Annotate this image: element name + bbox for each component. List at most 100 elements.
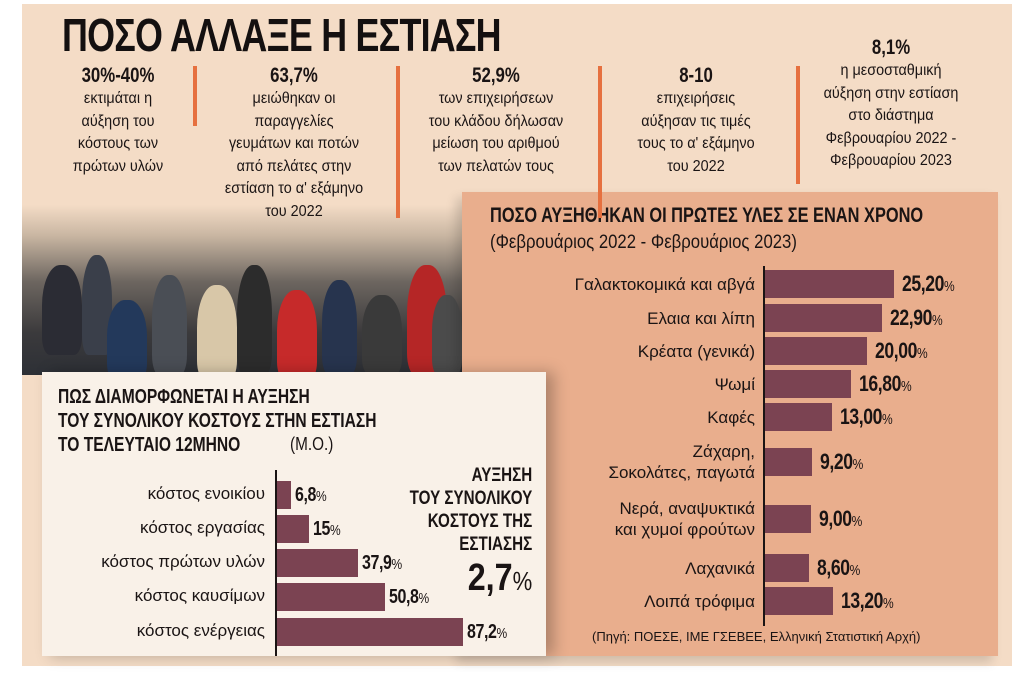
stat-item: 63,7% μειώθηκαν οι παραγγελίες γευμάτων και… xyxy=(194,64,394,223)
value-unit: % xyxy=(882,595,894,612)
stat-text: κόστους των xyxy=(77,135,159,152)
bar-label-line: Νερά, αναψυκτικά xyxy=(619,499,756,518)
bar xyxy=(765,370,852,398)
stat-value: 63,7% xyxy=(270,64,318,87)
value-number: 13,00 xyxy=(839,404,882,429)
stat-text: των πελατών τους xyxy=(438,157,554,175)
bar-label: Καφές xyxy=(707,407,755,428)
bar-label: Ζάχαρη, Σοκολάτες, παγωτά xyxy=(608,441,755,483)
stat-value: 52,9% xyxy=(472,64,520,87)
stat-text: στο διάστημα xyxy=(848,107,934,124)
stat-text: παραγγελίες xyxy=(254,112,334,130)
person-figure xyxy=(277,290,317,380)
stat-text: εστίαση το α' εξάμηνο xyxy=(224,180,364,197)
stat-separator xyxy=(598,66,602,218)
bar xyxy=(765,448,813,476)
stat-text: η μεσοσταθμική xyxy=(840,62,942,79)
annotation-line: ΑΥΞΗΣΗ xyxy=(471,465,532,486)
bar-label: κόστος ενοικίου xyxy=(147,484,265,503)
annotation-line: ΚΟΣΤΟΥΣ ΤΗΣ xyxy=(427,511,533,532)
value-unit: % xyxy=(851,513,863,530)
bar-label-line: Σοκολάτες, παγωτά xyxy=(608,463,755,482)
value-number: 8,60 xyxy=(817,555,850,580)
stat-text: μειώθηκαν οι xyxy=(252,90,336,107)
value-unit: % xyxy=(316,488,328,505)
bar-label-line: Κρέατα (γενικά) xyxy=(637,341,755,361)
bar-label: Ψωμί xyxy=(715,374,755,395)
stat-text: επιχειρήσεις xyxy=(656,90,736,107)
page-title: ΠΟΣΟ ΑΛΛΑΞΕ Η ΕΣΤΙΑΣΗ xyxy=(62,9,502,61)
bar xyxy=(277,515,309,543)
bar xyxy=(765,554,810,582)
value-number: 22,90 xyxy=(890,305,933,330)
bar xyxy=(277,583,386,611)
bar-label: Λαχανικά xyxy=(685,558,755,579)
stat-text: γευμάτων και ποτών xyxy=(228,135,360,152)
value-number: 6,8 xyxy=(295,484,317,506)
value-number: 37,9 xyxy=(361,552,392,574)
person-figure xyxy=(197,285,237,380)
bar-label-line: Ψωμί xyxy=(714,374,755,394)
chart-source: (Πηγή: ΠΟΕΣΕ, ΙΜΕ ΓΣΕΒΕΕ, Ελληνική Στατι… xyxy=(592,629,921,644)
person-figure xyxy=(152,275,187,375)
stat-text: Φεβρουαρίου 2022 - xyxy=(825,129,957,147)
restaurant-photo xyxy=(22,205,462,380)
bar-label-line: Ζάχαρη, xyxy=(692,442,755,461)
stat-text: του 2022 xyxy=(667,157,725,175)
value-label: 13,20% xyxy=(840,588,894,614)
value-number: 50,8 xyxy=(389,586,419,608)
value-unit: % xyxy=(917,345,928,362)
bar xyxy=(765,505,812,533)
total-annotation: ΑΥΞΗΣΗ ΤΟΥ ΣΥΝΟΛΙΚΟΥ ΚΟΣΤΟΥΣ ΤΗΣ ΕΣΤΙΑΣΗΣ 2,… xyxy=(379,464,532,603)
y-axis xyxy=(275,470,277,656)
value-unit: % xyxy=(944,278,955,295)
person-figure xyxy=(42,265,82,355)
stat-text: αύξηση του xyxy=(81,112,155,130)
value-label: 20,00% xyxy=(875,338,928,364)
bar-label: Κρέατα (γενικά) xyxy=(638,341,755,362)
stat-item: 8-10 επιχειρήσεις αύξησαν τις τιμές τους το… xyxy=(596,64,796,178)
stat-text: του 2022 xyxy=(265,202,323,220)
value-unit: % xyxy=(849,562,861,579)
bar-label-line: Καφές xyxy=(707,407,755,427)
bar-label: Γαλακτοκομικά και αβγά xyxy=(575,274,755,295)
bar-label-line: Λαχανικά xyxy=(685,558,755,578)
value-label: 87,2% xyxy=(467,621,507,644)
value-unit: % xyxy=(329,522,341,539)
stat-text: αύξησαν τις τιμές xyxy=(641,112,751,130)
stat-text: του κλάδου δήλωσαν xyxy=(428,112,564,130)
value-number: 13,20 xyxy=(840,588,883,613)
bar-label-line: Ελαια και λίπη xyxy=(647,308,755,328)
value-unit: % xyxy=(391,556,402,573)
person-figure xyxy=(362,295,402,375)
stat-text: Φεβρουαρίου 2023 xyxy=(830,152,952,169)
bar-label: Λοιπά τρόφιμα xyxy=(644,591,755,612)
value-label: 37,9% xyxy=(362,552,402,575)
stat-value: 8-10 xyxy=(679,64,713,87)
bar-label: κόστος καυσίμων xyxy=(134,586,265,605)
annotation-line: ΕΣΤΙΑΣΗΣ xyxy=(459,534,532,555)
bar xyxy=(765,587,833,615)
annotation-line: ΤΟΥ ΣΥΝΟΛΙΚΟΥ xyxy=(409,488,532,509)
stat-text: τους το α' εξάμηνο xyxy=(637,135,755,152)
value-unit: % xyxy=(496,625,507,642)
stat-text: εκτιμάται η xyxy=(83,90,153,107)
value-number: 25,20 xyxy=(902,271,945,296)
value-unit: % xyxy=(881,411,893,428)
bar-label: Νερά, αναψυκτικά και χυμοί φρούτων xyxy=(615,498,755,540)
value-label: 9,20% xyxy=(820,449,863,475)
chart-title-line: ΤΟ ΤΕΛΕΥΤΑΙΟ 12ΜΗΝΟ xyxy=(58,434,241,456)
value-label: 6,8% xyxy=(295,484,328,507)
value-label: 50,8% xyxy=(389,586,429,609)
value-number: 20,00 xyxy=(875,338,918,363)
value-label: 9,00% xyxy=(819,506,862,532)
chart-title-line: ΠΩΣ ΔΙΑΜΟΡΦΩΝΕΤΑΙ Η ΑΥΞΗΣΗ xyxy=(58,386,310,408)
bar xyxy=(277,549,358,577)
chart-title-line: ΤΟΥ ΣΥΝΟΛΙΚΟΥ ΚΟΣΤΟΥΣ ΣΤΗΝ ΕΣΤΙΑΣΗ xyxy=(58,410,377,432)
value-label: 8,60% xyxy=(817,555,860,581)
bar xyxy=(765,403,832,431)
stat-item: 52,9% των επιχειρήσεων του κλάδου δήλωσαν μ… xyxy=(396,64,596,178)
value-number: 15 xyxy=(312,518,330,540)
bar xyxy=(765,337,868,365)
value-unit: % xyxy=(901,378,912,395)
